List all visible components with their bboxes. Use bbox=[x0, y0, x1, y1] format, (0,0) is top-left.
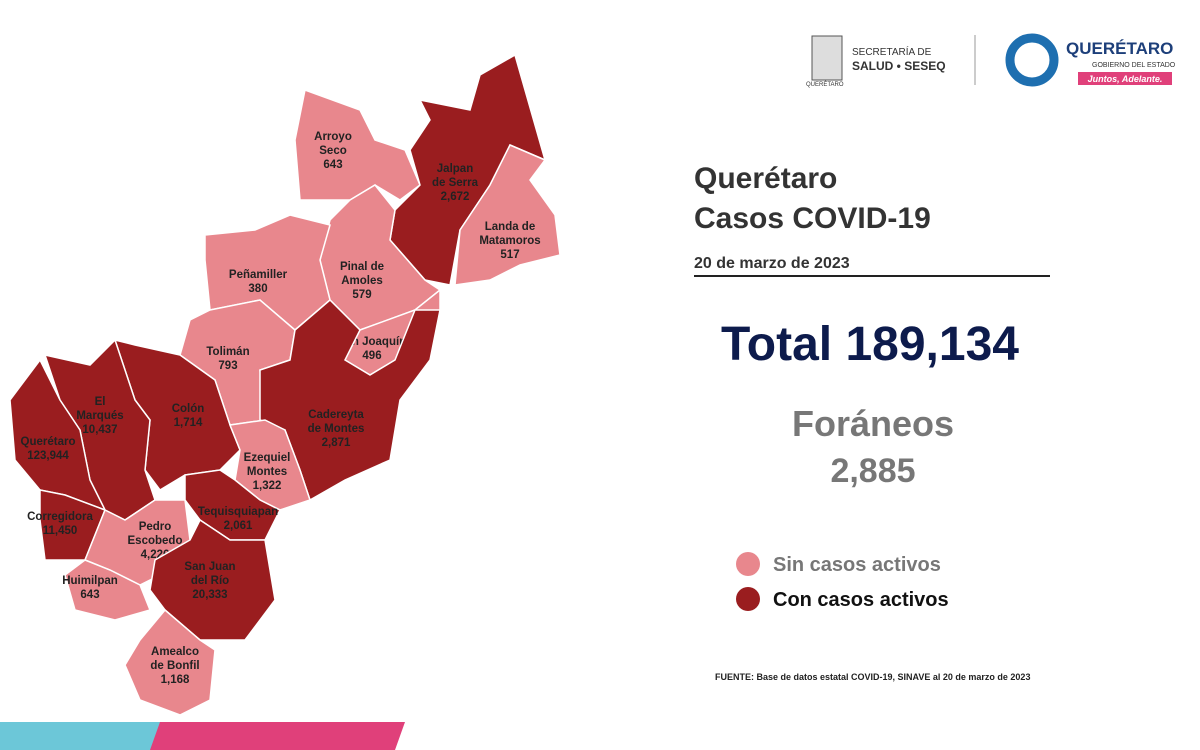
municipality-cases: 2,672 bbox=[441, 191, 470, 203]
gobierno: GOBIERNO DEL ESTADO bbox=[1092, 62, 1176, 69]
municipality-name: Marqués bbox=[76, 410, 123, 422]
foraneos-value: 2,885 bbox=[830, 452, 915, 490]
municipality-name: Huimilpan bbox=[62, 575, 118, 587]
municipality-cases: 123,944 bbox=[27, 450, 69, 462]
municipality-name: Jalpan bbox=[437, 163, 473, 175]
municipality-name: de Bonfil bbox=[150, 660, 199, 672]
secretaria-sub: QUERÉTARO bbox=[806, 81, 844, 88]
municipality-cases: 517 bbox=[500, 249, 519, 261]
municipality-cases: 496 bbox=[362, 350, 381, 362]
title-line: Querétaro bbox=[694, 162, 837, 195]
municipality-name: de Serra bbox=[432, 177, 479, 189]
seal-icon bbox=[811, 35, 843, 81]
secretaria-line: SALUD • SESEQ bbox=[852, 59, 946, 73]
date: 20 de marzo de 2023 bbox=[694, 255, 850, 272]
municipality-name: Arroyo bbox=[314, 131, 352, 143]
legend: Sin casos activos Con casos activos bbox=[736, 552, 949, 611]
municipality-name: Seco bbox=[319, 145, 347, 157]
municipality-name: Peñamiller bbox=[229, 269, 288, 281]
municipality-name: Tolimán bbox=[206, 346, 249, 358]
municipality-name: Pinal de bbox=[340, 261, 384, 273]
municipality-cases: 793 bbox=[218, 360, 237, 372]
municipality-name: Escobedo bbox=[128, 535, 183, 547]
municipality-cases: 2,061 bbox=[224, 520, 253, 532]
municipality-cases: 20,333 bbox=[192, 589, 227, 601]
legend-label: Con casos activos bbox=[773, 589, 949, 611]
municipality-name: Amealco bbox=[151, 646, 199, 658]
source: FUENTE: Base de datos estatal COVID-19, … bbox=[715, 672, 1030, 682]
municipality-name: Landa de bbox=[485, 221, 535, 233]
title-line: Casos COVID-19 bbox=[694, 202, 931, 235]
total: Total 189,134 bbox=[721, 318, 1019, 371]
municipality-name: Cadereyta bbox=[308, 409, 364, 421]
municipality-name: El bbox=[95, 396, 106, 408]
slogan-bg bbox=[1078, 72, 1172, 85]
municipality bbox=[149, 518, 276, 641]
municipality-name: Ezequiel bbox=[244, 452, 291, 464]
municipality-name: Matamoros bbox=[479, 235, 540, 247]
municipality-cases: 643 bbox=[323, 159, 342, 171]
municipality-name: Tequisquiapan bbox=[198, 506, 278, 518]
municipality-name: Colón bbox=[172, 403, 205, 415]
secretaria-line: SECRETARÍA DE bbox=[852, 45, 932, 58]
municipality bbox=[64, 559, 152, 621]
foraneos-label: Foráneos bbox=[792, 403, 954, 444]
municipality-name: Amoles bbox=[341, 275, 383, 287]
q-logo bbox=[1005, 33, 1059, 87]
map: Arroyo Seco 643 Jalpan de Serra 2,672 Landa de… bbox=[9, 53, 561, 716]
municipality-cases: 2,871 bbox=[322, 437, 351, 449]
municipality bbox=[124, 608, 216, 716]
estado: QUERÉTARO bbox=[1066, 39, 1173, 58]
municipality-cases: 1,322 bbox=[253, 480, 282, 492]
municipality-cases: 380 bbox=[248, 283, 267, 295]
municipality-cases: 11,450 bbox=[43, 525, 78, 537]
municipality-name: Pedro bbox=[139, 521, 172, 533]
municipality bbox=[228, 419, 311, 511]
municipality-name: del Río bbox=[191, 575, 229, 587]
legend-swatch bbox=[736, 552, 760, 576]
municipality-name: Corregidora bbox=[27, 511, 93, 523]
municipality-name: San Juan bbox=[184, 561, 235, 573]
municipality-name: Montes bbox=[247, 466, 287, 478]
municipality-cases: 643 bbox=[80, 589, 99, 601]
municipality-cases: 10,437 bbox=[82, 424, 117, 436]
legend-label: Sin casos activos bbox=[773, 554, 941, 576]
municipality-cases: 1,168 bbox=[161, 674, 190, 686]
legend-swatch bbox=[736, 587, 760, 611]
slogan: Juntos, Adelante. bbox=[1088, 74, 1163, 84]
municipality bbox=[389, 53, 547, 286]
municipality-name: de Montes bbox=[308, 423, 365, 435]
header-logos: SECRETARÍA DE SALUD • SESEQ QUERÉTARO QU… bbox=[806, 33, 1176, 88]
municipality bbox=[184, 469, 282, 541]
municipality-name: Querétaro bbox=[21, 436, 76, 448]
municipality bbox=[294, 88, 421, 201]
municipality bbox=[454, 144, 561, 286]
municipality-cases: 579 bbox=[352, 289, 371, 301]
footer-band bbox=[150, 722, 405, 750]
municipality-cases: 1,714 bbox=[174, 417, 203, 429]
